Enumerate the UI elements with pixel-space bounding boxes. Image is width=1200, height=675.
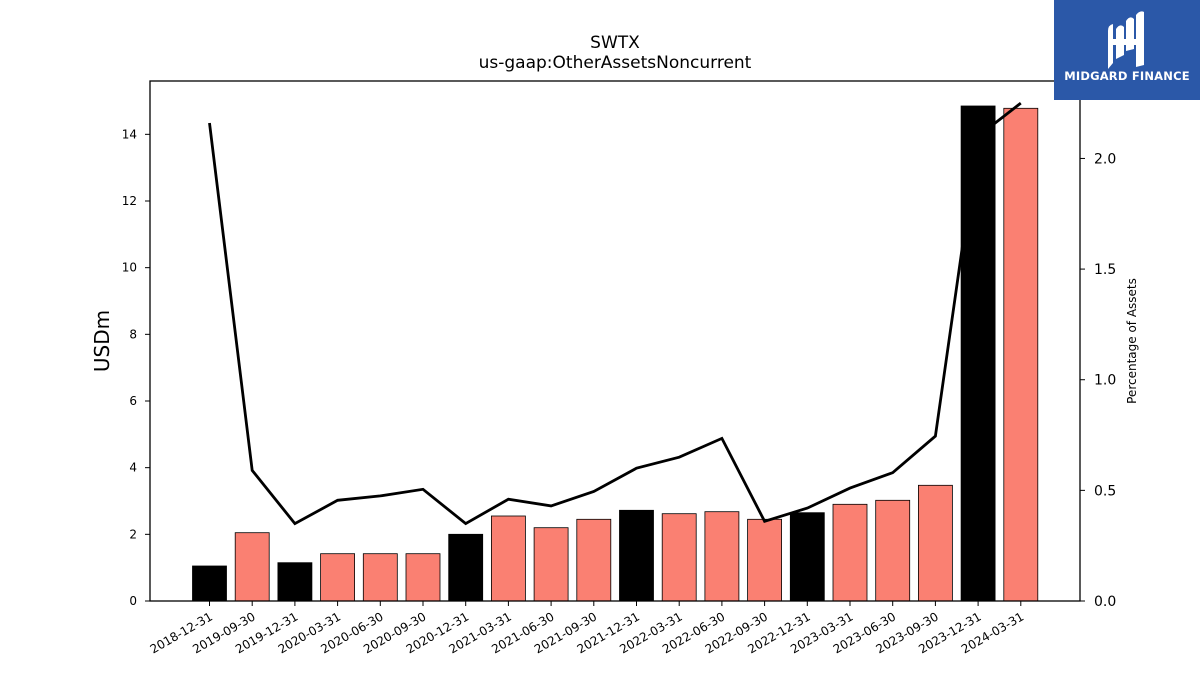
y-tick-label: 0 — [129, 594, 137, 608]
chart-subtitle: us-gaap:OtherAssetsNoncurrent — [479, 53, 752, 73]
y2-tick-label: 0.0 — [1094, 594, 1116, 610]
bar — [875, 499, 911, 602]
y-tick-label: 14 — [122, 127, 137, 141]
y2-tick-label: 1.5 — [1094, 262, 1116, 278]
bar — [192, 565, 227, 602]
bar — [405, 553, 441, 602]
bar — [277, 562, 313, 602]
logo-text: MIDGARD FINANCE — [1064, 69, 1190, 83]
plot-frame — [149, 80, 1081, 602]
y-tick-label: 12 — [122, 194, 137, 208]
bar — [320, 553, 356, 602]
bar — [832, 503, 868, 602]
logo-mark-icon — [1108, 11, 1144, 69]
y2-tick-label: 0.5 — [1094, 483, 1116, 499]
bar — [234, 532, 270, 602]
bar — [490, 515, 526, 602]
y-tick-label: 2 — [129, 527, 137, 541]
chart-title: SWTX — [590, 33, 640, 53]
plot-area: 024681012140.00.51.01.52.02018-12-312019… — [122, 101, 1116, 656]
bar — [661, 513, 697, 602]
bar — [704, 511, 740, 602]
y-tick-label: 8 — [129, 327, 137, 341]
bar — [533, 527, 569, 602]
bar — [362, 553, 398, 602]
bar — [1003, 107, 1039, 602]
y-tick-label: 4 — [129, 461, 137, 475]
y-tick-label: 6 — [129, 394, 137, 408]
bar — [960, 105, 996, 602]
y-tick-label: 10 — [122, 261, 137, 275]
y-axis-label: USDm — [90, 310, 114, 372]
bar — [448, 533, 484, 602]
y2-axis-label: Percentage of Assets — [1125, 278, 1139, 404]
series-line — [208, 101, 1022, 526]
bar — [619, 509, 654, 602]
bar — [918, 484, 953, 602]
y2-tick-label: 1.0 — [1094, 373, 1116, 389]
brand-logo: MIDGARD FINANCE — [1054, 0, 1200, 100]
bar — [747, 518, 782, 602]
bar — [576, 518, 612, 602]
y2-tick-label: 2.0 — [1094, 151, 1116, 167]
bar — [789, 512, 825, 602]
